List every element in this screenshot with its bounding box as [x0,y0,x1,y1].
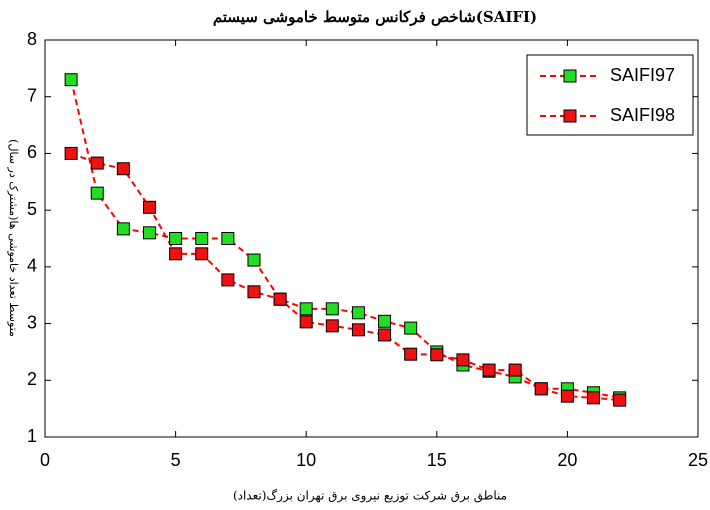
data-point [352,324,364,336]
data-point [196,248,208,260]
data-point [588,392,600,404]
data-point [405,348,417,360]
data-point [170,248,182,260]
data-point [143,201,155,213]
x-tick-label: 20 [557,450,577,470]
data-point [170,233,182,245]
data-point [117,163,129,175]
data-point [326,303,338,315]
y-tick-label: 1 [27,426,37,446]
data-point [457,354,469,366]
y-tick-label: 6 [27,142,37,162]
y-tick-label: 4 [27,256,37,276]
y-tick-label: 2 [27,369,37,389]
data-point [274,293,286,305]
data-point [117,223,129,235]
data-point [248,254,260,266]
data-point [483,364,495,376]
data-point [222,233,234,245]
x-tick-label: 5 [171,450,181,470]
legend-label: SAIFI98 [610,105,675,125]
data-point [379,329,391,341]
data-point [614,394,626,406]
y-tick-label: 7 [27,85,37,105]
legend-label: SAIFI97 [610,65,675,85]
data-point [222,274,234,286]
data-point [196,233,208,245]
data-point [300,303,312,315]
data-point [91,157,103,169]
data-point [352,307,364,319]
data-point [509,364,521,376]
x-tick-label: 0 [40,450,50,470]
legend-marker [564,110,576,122]
x-tick-label: 15 [427,450,447,470]
data-point [379,315,391,327]
x-tick-label: 25 [688,450,708,470]
y-tick-label: 8 [27,29,37,49]
y-tick-label: 5 [27,199,37,219]
data-point [405,322,417,334]
data-point [65,147,77,159]
series-line [71,153,620,400]
chart-title: شاخص فرکانس متوسط خاموشی سیستم(SAIFI) [213,8,537,26]
data-point [300,316,312,328]
data-point [326,320,338,332]
data-point [535,383,547,395]
data-point [248,286,260,298]
data-point [65,74,77,86]
data-point [561,390,573,402]
x-tick-label: 10 [296,450,316,470]
y-tick-label: 3 [27,312,37,332]
data-point [431,349,443,361]
chart: شاخص فرکانس متوسط خاموشی سیستم(SAIFI) من… [0,0,710,510]
data-point [143,227,155,239]
data-point [91,187,103,199]
x-axis-label: مناطق برق شرکت توزیع نیروی برق تهران بزر… [233,489,507,503]
legend-marker [564,70,576,82]
y-axis-label: متوسط تعداد خاموشی ها(مشترک در سال) [7,139,20,337]
